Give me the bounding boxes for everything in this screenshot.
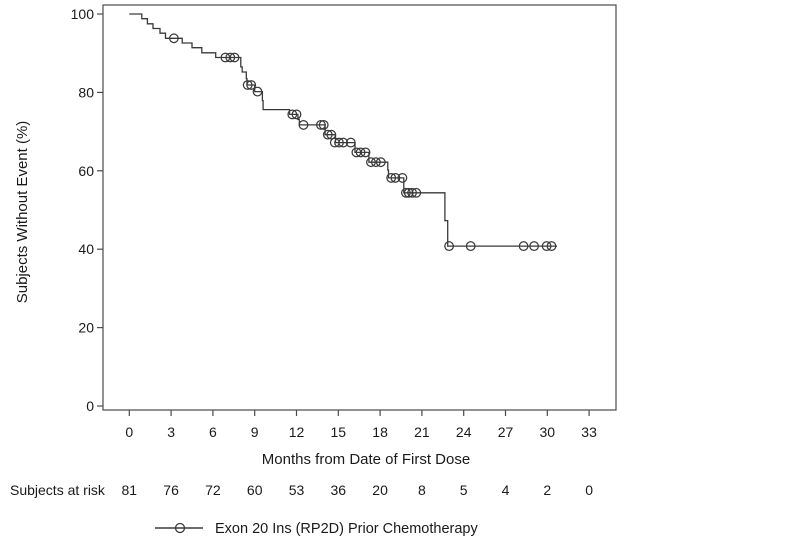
censor-mark (529, 241, 540, 252)
censor-mark (366, 157, 376, 168)
legend: Exon 20 Ins (RP2D) Prior Chemotherapy (155, 521, 478, 537)
censor-mark (252, 86, 263, 97)
y-axis-label: Subjects Without Event (%) (14, 121, 31, 304)
at-risk-count: 76 (163, 482, 179, 498)
censor-mark (355, 147, 366, 158)
x-tick-label: 12 (289, 424, 305, 440)
legend-label: Exon 20 Ins (RP2D) Prior Chemotherapy (215, 521, 478, 537)
y-tick-label: 40 (78, 241, 94, 257)
censor-mark (465, 241, 476, 252)
at-risk-label: Subjects at risk (10, 482, 106, 498)
at-risk-count: 2 (543, 482, 551, 498)
plot-border (102, 4, 617, 411)
censor-mark (444, 241, 455, 252)
x-tick-label: 9 (251, 424, 259, 440)
km-step-curve (129, 13, 557, 247)
chart-dynamic-layer: 0 81 3 76 6 72 9 60 12 53 15 36 18 20 21 8 24 5 27 4 30 2 33 0 0… (71, 6, 597, 498)
x-tick-label: 24 (456, 424, 472, 440)
censor-mark (411, 187, 422, 198)
at-risk-count: 4 (502, 482, 510, 498)
at-risk-count: 60 (247, 482, 263, 498)
at-risk-count: 0 (585, 482, 593, 498)
censor-mark (360, 147, 371, 158)
x-tick-label: 30 (540, 424, 556, 440)
censor-mark (287, 109, 298, 120)
censor-mark (345, 137, 356, 148)
x-tick-label: 27 (498, 424, 514, 440)
legend-circle-marker-icon (174, 522, 186, 534)
censor-mark (407, 187, 418, 198)
at-risk-count: 5 (460, 482, 468, 498)
censor-mark (338, 137, 349, 148)
censor-mark (298, 119, 309, 130)
x-tick-label: 21 (414, 424, 430, 440)
y-tick-label: 0 (86, 398, 94, 414)
y-tick-label: 60 (78, 163, 94, 179)
at-risk-count: 81 (122, 482, 138, 498)
censor-mark (541, 241, 552, 252)
x-tick-label: 33 (581, 424, 597, 440)
at-risk-count: 36 (331, 482, 347, 498)
censor-mark (403, 187, 414, 198)
censor-mark (400, 187, 411, 198)
x-tick-label: 18 (372, 424, 388, 440)
censor-mark (334, 137, 344, 148)
at-risk-count: 8 (418, 482, 426, 498)
censor-mark (546, 241, 557, 252)
censor-mark (242, 80, 253, 90)
censor-mark (390, 172, 401, 183)
censor-mark (225, 52, 236, 63)
censor-mark (291, 109, 302, 120)
censor-mark (322, 129, 333, 140)
censor-mark (168, 33, 179, 44)
censor-mark (518, 241, 529, 252)
x-tick-label: 3 (167, 424, 175, 440)
censor-mark (375, 157, 386, 168)
x-tick-label: 0 (125, 424, 133, 440)
censor-mark (370, 157, 381, 168)
censor-mark (397, 172, 408, 183)
at-risk-count: 72 (205, 482, 221, 498)
at-risk-count: 20 (372, 482, 388, 498)
censor-mark (386, 172, 397, 183)
y-tick-label: 100 (71, 6, 95, 22)
censor-mark (246, 80, 257, 90)
x-tick-label: 15 (331, 424, 347, 440)
y-tick-label: 80 (78, 84, 94, 100)
censor-mark (326, 129, 337, 140)
censor-mark (315, 119, 326, 130)
x-tick-label: 6 (209, 424, 217, 440)
y-tick-label: 20 (78, 320, 94, 336)
at-risk-count: 53 (289, 482, 305, 498)
x-axis-label: Months from Date of First Dose (262, 451, 470, 468)
censor-mark (229, 52, 240, 63)
censor-mark (318, 119, 329, 130)
